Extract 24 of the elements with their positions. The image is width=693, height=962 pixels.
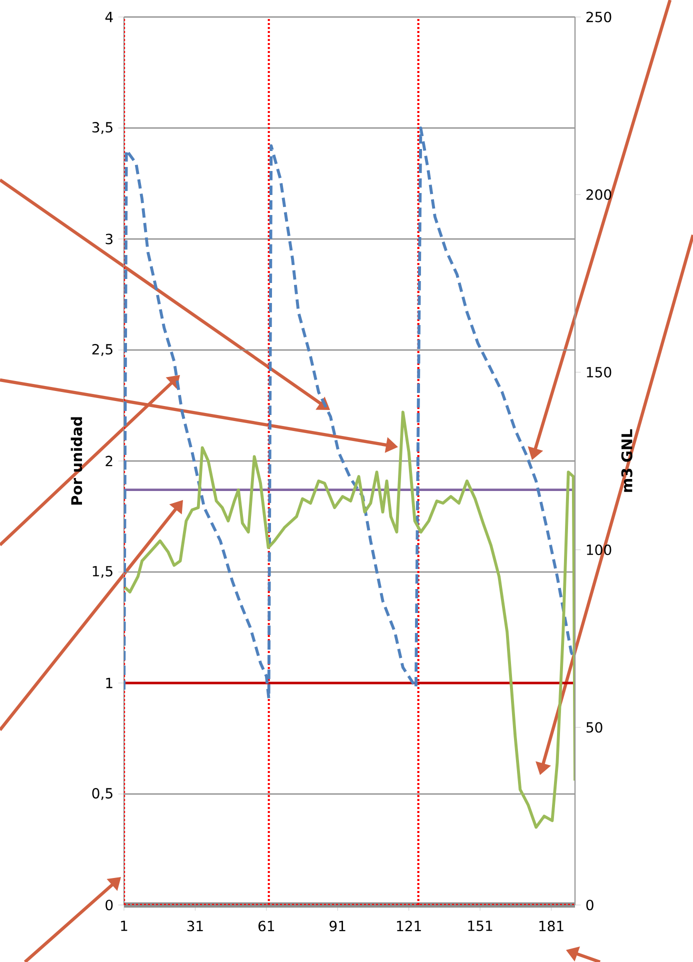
y2-tick-label: 50 [586, 722, 602, 733]
y-tick-label: 0 [106, 900, 113, 910]
x-tick-label: 61 [258, 920, 274, 932]
y-tick-label: 3 [106, 234, 112, 244]
x-tick-label: 181 [539, 920, 564, 932]
y2-tick-label: 250 [586, 12, 612, 22]
x-tick-label: 1 [121, 920, 128, 931]
x-tick-label: 121 [397, 920, 421, 932]
y2-tick-label: 150 [586, 366, 612, 378]
line-series [124, 126, 576, 700]
y-tick-label: 2 [106, 456, 112, 466]
y-tick-label: 4 [105, 12, 113, 22]
x-tick-label: 31 [187, 920, 203, 932]
y2-axis-title: m3 GNL [621, 429, 632, 492]
y-tick-label: 2,5 [92, 344, 112, 356]
y-tick-label: 1 [106, 678, 112, 688]
y-tick-label: 3,5 [92, 122, 112, 134]
y-axis-title: Por unidad [70, 417, 82, 505]
x-tick-label: 91 [330, 920, 346, 932]
line-series [124, 410, 576, 829]
y2-tick-label: 0 [586, 900, 594, 910]
y-tick-label: 1,5 [92, 566, 112, 578]
y-tick-label: 0,5 [92, 788, 112, 800]
x-tick-label: 151 [468, 920, 492, 932]
